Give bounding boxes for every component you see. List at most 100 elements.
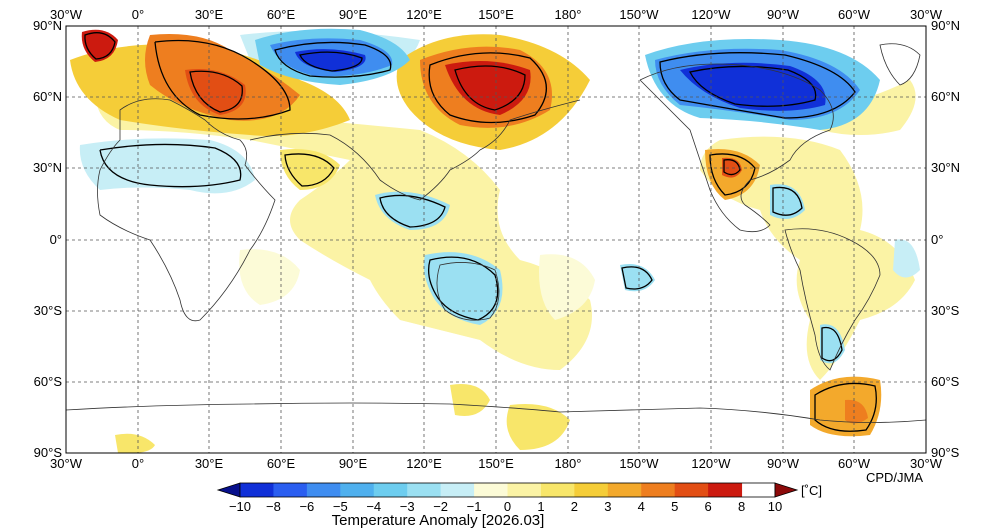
- bottom-lon-label: 150°W: [619, 456, 659, 471]
- left-lat-label: 0°: [50, 232, 62, 247]
- anomaly-region-light-blue-south-pacific: [620, 264, 655, 292]
- colorbar-segment: [340, 483, 375, 497]
- right-lat-label: 90°N: [931, 18, 960, 33]
- anomaly-region-light-yellow-south-atlantic: [115, 433, 155, 453]
- anomaly-region-light-yellow-americas: [700, 136, 915, 380]
- left-lat-label: 30°N: [33, 160, 62, 175]
- colorbar: −10 −8 −6 −5 −4 −3 −2 −1 0 1 2 3 4 5 6 8 10 [˚C] Tempera…: [216, 482, 822, 529]
- coastlines: [66, 43, 926, 423]
- bottom-lon-label: 180°: [555, 456, 582, 471]
- coastline-asia: [249, 99, 581, 201]
- bottom-lon-label: 90°W: [767, 456, 800, 471]
- contour-indonesia: [379, 194, 446, 228]
- top-lon-label: 60°W: [838, 7, 871, 22]
- contour-canada: [659, 52, 856, 119]
- coastline-north-america: [639, 63, 834, 233]
- coastline-greenland: [879, 43, 921, 86]
- coastline-antarctica: [66, 402, 926, 423]
- top-lon-label: 30°E: [195, 7, 224, 22]
- top-lon-label: 120°E: [406, 7, 442, 22]
- anomaly-region-light-yellow-pacific: [539, 254, 595, 320]
- anomaly-region-russia-red: [185, 69, 246, 115]
- colorbar-tick-label: −4: [366, 499, 381, 514]
- bottom-lon-label: 120°E: [406, 456, 442, 471]
- colorbar-ticks: −10 −8 −6 −5 −4 −3 −2 −1 0 1 2 3 4 5 6 8 10: [229, 499, 782, 514]
- colorbar-segment: [273, 483, 308, 497]
- top-lon-label: 30°W: [50, 7, 83, 22]
- contour-siberia-inner: [299, 51, 363, 72]
- colorbar-tick-label: −3: [400, 499, 415, 514]
- colorbar-segment: [708, 483, 743, 497]
- contour-east-siberia-inner: [454, 65, 526, 111]
- anomaly-region-light-blue-gulf: [770, 184, 805, 219]
- anomaly-field: [70, 28, 920, 453]
- contour-mexico: [709, 153, 756, 196]
- top-lon-label: 180°: [555, 7, 582, 22]
- left-lat-label: 60°S: [34, 374, 63, 389]
- colorbar-segment: [674, 483, 709, 497]
- right-lat-label: 30°N: [931, 160, 960, 175]
- contour-south-pacific: [621, 266, 653, 290]
- contour-east-siberia: [428, 52, 548, 124]
- colorbar-tick-label: −10: [229, 499, 251, 514]
- colorbar-segment: [607, 483, 642, 497]
- colorbar-tick-label: −2: [433, 499, 448, 514]
- left-lat-label: 30°S: [34, 303, 63, 318]
- bottom-lon-label: 0°: [132, 456, 144, 471]
- contour-siberia: [274, 41, 392, 78]
- anomaly-region-light-yellow-indian-ocean: [239, 249, 300, 305]
- right-lat-label: 60°S: [931, 374, 960, 389]
- colorbar-tick-label: 0: [504, 499, 511, 514]
- colorbar-segment: [507, 483, 542, 497]
- top-lon-label: 150°E: [478, 7, 514, 22]
- top-lon-label: 60°E: [267, 7, 296, 22]
- map-frame-border: [65, 25, 927, 454]
- credit-label: CPD/JMA: [866, 470, 923, 485]
- bottom-lon-label: 30°E: [195, 456, 224, 471]
- bottom-lon-label: 120°W: [691, 456, 731, 471]
- colorbar-segment: [440, 483, 475, 497]
- anomaly-region-light-blue-north-africa: [79, 138, 255, 194]
- bottom-lon-label: 60°E: [267, 456, 296, 471]
- colorbar-tick-label: 3: [604, 499, 611, 514]
- colorbar-segment: [641, 483, 676, 497]
- bottom-lon-label: 30°W: [910, 456, 943, 471]
- top-lon-label: 90°E: [339, 7, 368, 22]
- bottom-lon-label: 150°E: [478, 456, 514, 471]
- top-lon-label: 90°W: [767, 7, 800, 22]
- anomaly-region-light-yellow-southern-ocean: [450, 384, 490, 416]
- right-lat-label: 0°: [931, 232, 943, 247]
- colorbar-title: Temperature Anomaly [2026.03]: [332, 512, 545, 529]
- anomaly-region-light-blue-southern-chile: [820, 324, 845, 364]
- contour-middle-asia: [284, 153, 335, 187]
- bottom-lon-label: 30°W: [50, 456, 83, 471]
- top-lon-label: 30°W: [910, 7, 943, 22]
- colorbar-segment: [306, 483, 341, 497]
- colorbar-tick-label: −1: [467, 499, 482, 514]
- colorbar-tick-label: 4: [638, 499, 645, 514]
- top-lon-label: 0°: [132, 7, 144, 22]
- top-lon-label: 150°W: [619, 7, 659, 22]
- coastline-europe-africa: [97, 98, 276, 322]
- contour-scandinavia: [84, 32, 116, 60]
- anomaly-region-antarctic-peninsula-hot: [845, 399, 868, 424]
- colorbar-tick-label: −8: [266, 499, 281, 514]
- colorbar-segments: [239, 482, 776, 498]
- contour-north-africa: [99, 143, 242, 188]
- contour-mexico-inner: [723, 159, 741, 176]
- colorbar-tick-label: 1: [537, 499, 544, 514]
- colorbar-segment: [574, 483, 609, 497]
- colorbar-tick-label: 6: [705, 499, 712, 514]
- colorbar-tick-label: 10: [768, 499, 782, 514]
- bottom-lon-label: 60°W: [838, 456, 871, 471]
- colorbar-tick-label: −6: [299, 499, 314, 514]
- top-lon-label: 120°W: [691, 7, 731, 22]
- contour-antarctic-peninsula: [814, 382, 877, 432]
- colorbar-tick-label: −5: [333, 499, 348, 514]
- bottom-lon-label: 90°E: [339, 456, 368, 471]
- colorbar-tick-label: 2: [571, 499, 578, 514]
- bottom-longitude-labels: 30°W 0° 30°E 60°E 90°E 120°E 150°E 180° …: [50, 456, 943, 471]
- coastline-australia: [436, 262, 500, 321]
- colorbar-unit: [˚C]: [801, 483, 822, 498]
- colorbar-tick-label: 5: [671, 499, 678, 514]
